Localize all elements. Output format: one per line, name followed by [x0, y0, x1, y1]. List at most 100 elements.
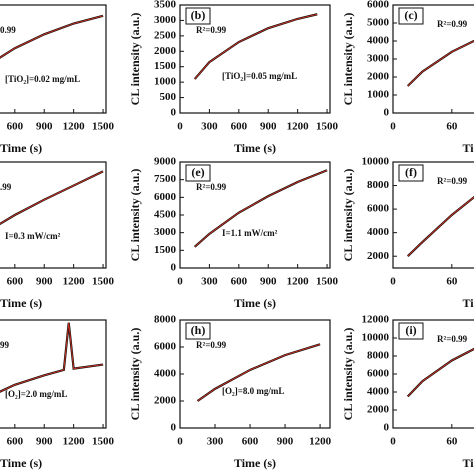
y-axis-label: CL intensity (a.u.) — [341, 328, 355, 421]
y-tick-label: 8000 — [367, 179, 390, 191]
panel-label-box — [185, 164, 211, 182]
fit-line — [194, 13, 318, 80]
y-tick-label: 10000 — [362, 156, 390, 168]
y-tick-label: 3500 — [154, 0, 177, 11]
x-axis-label: Ti — [462, 456, 474, 470]
data-line — [406, 347, 474, 398]
x-tick-label: 600 — [231, 276, 248, 288]
y-tick-label: 10000 — [362, 332, 390, 344]
x-tick-label: 60 — [446, 276, 458, 288]
y-tick-label: 4000 — [154, 368, 177, 380]
condition: [TiO₂]=0.02 mg/mL — [5, 74, 80, 84]
panel-label-box — [185, 7, 211, 25]
condition: [O₂]=2.0 mg/mL — [5, 389, 67, 399]
fit-line — [407, 348, 474, 397]
x-tick-label: 900 — [260, 121, 277, 133]
y-tick-label: 0 — [171, 107, 177, 119]
data-line — [0, 170, 104, 226]
x-tick-label: 1200 — [287, 121, 310, 133]
x-axis-label: Time (s) — [234, 456, 276, 470]
x-tick-label: 1200 — [287, 276, 310, 288]
y-tick-label: 12000 — [362, 314, 390, 326]
x-tick-label: 1200 — [63, 276, 86, 288]
y-tick-label: 6000 — [367, 0, 390, 11]
x-tick-label: 60 — [446, 121, 458, 133]
r-squared: R²=0.99 — [196, 340, 227, 350]
y-axis-label: CL intensity (a.u.) — [128, 13, 142, 106]
condition: [TiO₂]=0.05 mg/mL — [222, 71, 297, 81]
y-tick-label: 6000 — [154, 191, 177, 203]
data-line — [406, 39, 474, 87]
panel-label: (h) — [191, 323, 206, 337]
fit-line — [407, 196, 474, 257]
x-axis-label: Ti — [462, 141, 474, 155]
panel-label: (c) — [404, 8, 417, 22]
fit-line — [0, 171, 104, 225]
y-tick-label: 4000 — [367, 386, 390, 398]
data-line — [193, 13, 318, 80]
panel-label: (b) — [191, 8, 206, 22]
y-tick-label: 0 — [171, 262, 177, 274]
fit-line — [197, 343, 321, 402]
y-axis-label: CL intensity (a.u.) — [128, 328, 142, 421]
panel-label: (e) — [191, 165, 204, 179]
plot-frame — [392, 161, 474, 269]
x-tick-label: 0 — [390, 276, 396, 288]
y-tick-label: 1000 — [154, 76, 177, 88]
x-axis-label: Time (s) — [234, 296, 276, 310]
r-squared: R²=0.99 — [196, 182, 227, 192]
x-tick-label: 900 — [36, 121, 53, 133]
x-tick-label: 1500 — [92, 276, 115, 288]
x-axis-label: Ti — [462, 296, 474, 310]
y-tick-label: 3000 — [154, 14, 177, 26]
x-tick-label: 900 — [277, 436, 294, 448]
condition: [O₂]=8.0 mg/mL — [222, 386, 284, 396]
x-tick-label: 600 — [7, 436, 24, 448]
y-tick-label: 6000 — [367, 368, 390, 380]
x-tick-label: 0 — [177, 436, 183, 448]
x-tick-label: 1500 — [92, 436, 115, 448]
y-tick-label: 1000 — [367, 89, 390, 101]
x-tick-label: 600 — [7, 121, 24, 133]
x-axis-label: Time (s) — [0, 456, 42, 470]
y-axis-label: CL intensity (a.u.) — [128, 169, 142, 262]
fit-line — [0, 322, 104, 393]
y-tick-label: 500 — [160, 91, 177, 103]
x-tick-label: 60 — [446, 436, 458, 448]
y-tick-label: 2000 — [367, 250, 390, 262]
y-tick-label: 5000 — [367, 17, 390, 29]
x-tick-label: 600 — [242, 436, 259, 448]
plot-frame — [0, 161, 107, 269]
y-tick-label: 6000 — [367, 203, 390, 215]
x-tick-label: 300 — [207, 436, 224, 448]
x-tick-label: 900 — [36, 436, 53, 448]
y-tick-label: 2000 — [154, 45, 177, 57]
x-tick-label: 900 — [36, 276, 53, 288]
y-tick-label: 9000 — [154, 156, 177, 168]
fit-line — [407, 40, 474, 87]
x-tick-label: 1200 — [309, 436, 332, 448]
y-tick-label: 4000 — [367, 226, 390, 238]
x-tick-label: 1500 — [92, 121, 115, 133]
y-tick-label: 0 — [384, 422, 390, 434]
r-squared: R²=0.99 — [437, 334, 468, 344]
y-axis-label: CL intensity (a.u.) — [341, 13, 355, 106]
x-tick-label: 0 — [390, 436, 396, 448]
r-squared: 0.99 — [0, 25, 16, 35]
y-tick-label: 4500 — [154, 209, 177, 221]
y-tick-label: 2000 — [367, 404, 390, 416]
x-tick-label: 600 — [231, 121, 248, 133]
fit-line — [194, 169, 328, 248]
x-tick-label: 1500 — [316, 121, 339, 133]
x-tick-label: 0 — [177, 276, 183, 288]
data-line — [0, 14, 104, 59]
x-tick-label: 0 — [390, 121, 396, 133]
y-tick-label: 1500 — [154, 60, 177, 72]
y-tick-label: 4000 — [367, 35, 390, 47]
r-squared: R²=0.99 — [437, 19, 468, 29]
x-tick-label: 1500 — [316, 276, 339, 288]
x-tick-label: 300 — [201, 121, 218, 133]
x-tick-label: 900 — [260, 276, 277, 288]
x-axis-label: Time (s) — [0, 296, 42, 310]
